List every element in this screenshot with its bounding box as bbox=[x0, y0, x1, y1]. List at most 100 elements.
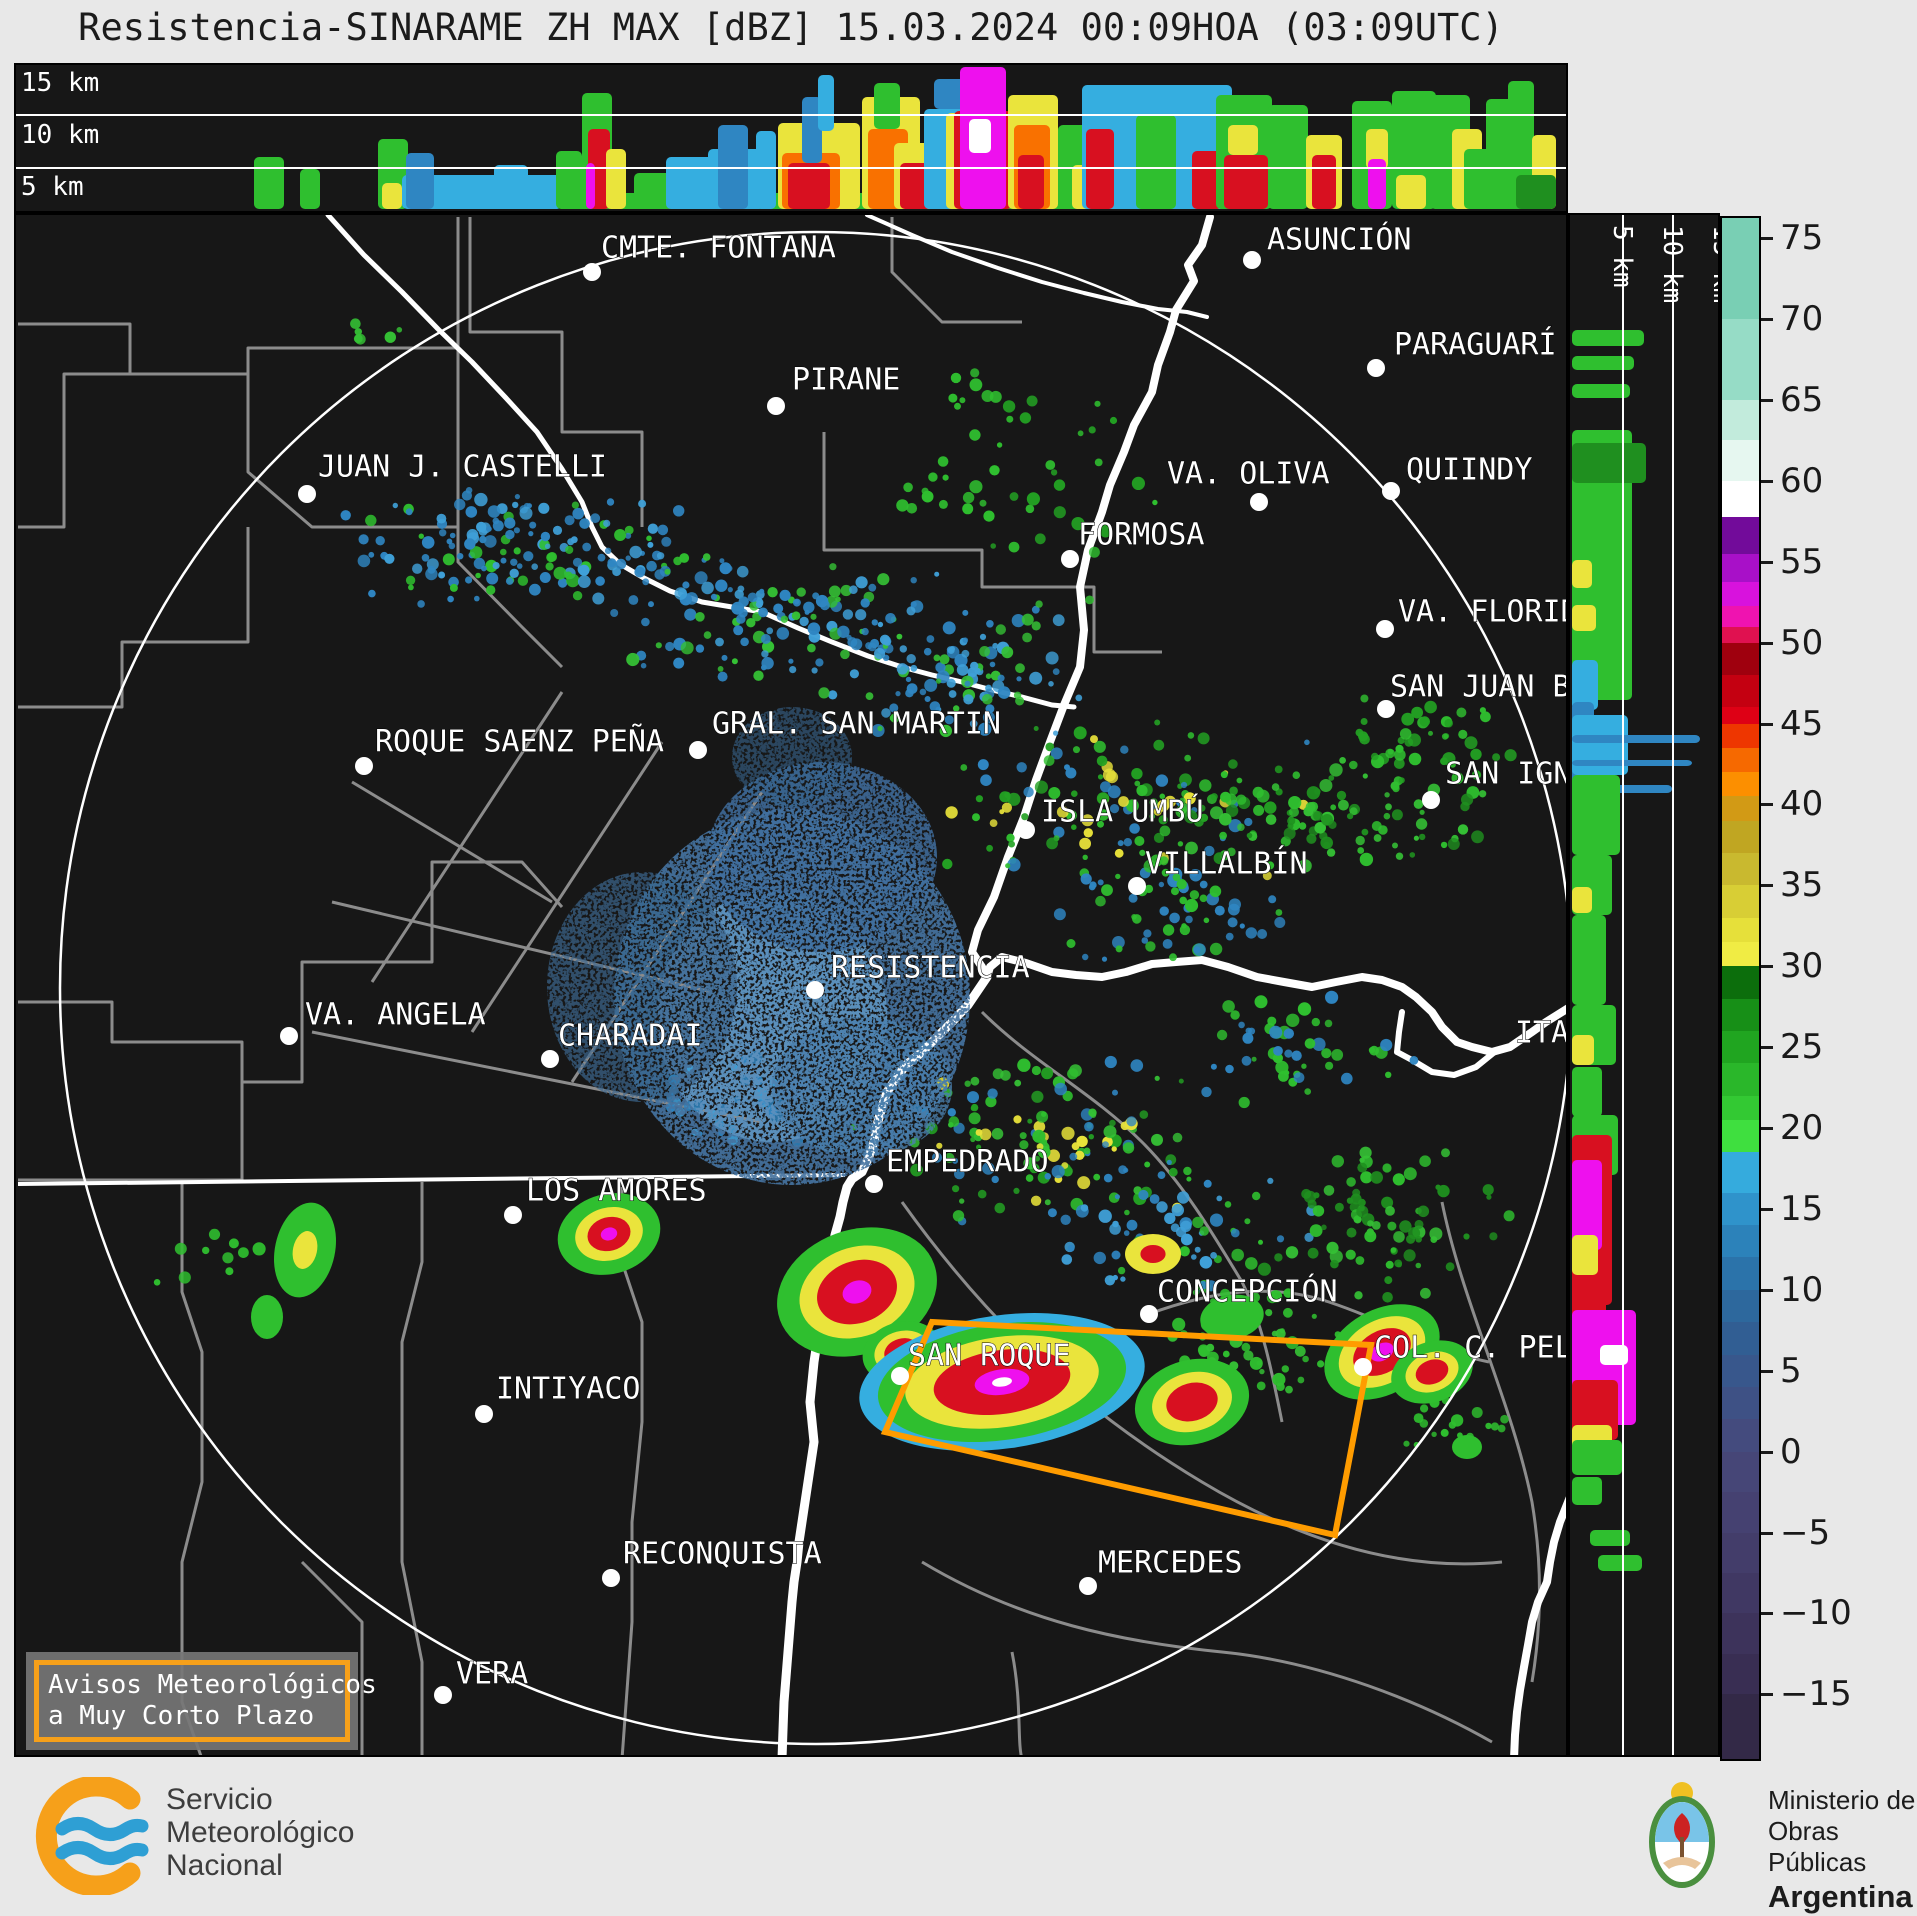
echo-dot bbox=[760, 634, 771, 644]
echo-dot bbox=[1331, 1049, 1344, 1061]
echo-dot bbox=[1019, 1132, 1027, 1140]
echo-dot bbox=[1242, 1032, 1254, 1044]
echo-dot bbox=[947, 647, 955, 654]
echo-dot bbox=[1304, 1038, 1316, 1049]
warning-link-box[interactable]: Avisos Meteorológicos a Muy Corto Plazo bbox=[26, 1652, 377, 1750]
echo-dot bbox=[1285, 1385, 1293, 1394]
echo-dot bbox=[1298, 822, 1307, 830]
colorbar-tick-label: 55 bbox=[1780, 541, 1824, 582]
echo-dot bbox=[985, 704, 995, 714]
echo-dot bbox=[944, 715, 954, 725]
echo-dot bbox=[1053, 908, 1066, 921]
echo-dot bbox=[1178, 1078, 1184, 1084]
echo-dot bbox=[365, 514, 377, 527]
echo-dot bbox=[1482, 1184, 1494, 1196]
echo-dot bbox=[1184, 754, 1192, 762]
echo-dot bbox=[1054, 1082, 1067, 1096]
echo-dot bbox=[1139, 849, 1146, 857]
echo-dot bbox=[956, 664, 969, 676]
echo-dot bbox=[1272, 1372, 1286, 1387]
colorbar-band bbox=[1722, 480, 1759, 518]
echo-dot bbox=[1243, 1350, 1254, 1361]
province-boundary-line bbox=[17, 1173, 846, 1186]
echo-dot bbox=[994, 1202, 1006, 1214]
storm-cell-layer bbox=[992, 1377, 1012, 1387]
echo-dot bbox=[767, 587, 778, 598]
echo-dot bbox=[855, 576, 868, 589]
echo-dot bbox=[954, 402, 961, 410]
smn-wave-2 bbox=[55, 1841, 149, 1865]
echo-dot bbox=[1492, 753, 1501, 762]
colorbar-tick bbox=[1761, 1612, 1773, 1616]
echo-dot bbox=[701, 581, 714, 595]
echo-dot bbox=[449, 532, 456, 539]
echo-dot bbox=[945, 806, 958, 819]
echo-dot bbox=[1161, 868, 1170, 877]
echo-dot bbox=[954, 1168, 965, 1180]
echo-dot bbox=[1395, 744, 1404, 754]
colorbar-band bbox=[1722, 998, 1759, 1032]
echo-dot bbox=[1104, 1055, 1117, 1069]
echo-dot bbox=[979, 1128, 992, 1141]
echo-dot bbox=[648, 601, 654, 608]
echo-dot bbox=[991, 1128, 1004, 1140]
echo-dot bbox=[812, 592, 820, 600]
colorbar-tick-label: 45 bbox=[1780, 703, 1824, 744]
echo-dot bbox=[1470, 748, 1482, 760]
echo-dot bbox=[1266, 1292, 1278, 1304]
echo-dot bbox=[727, 587, 733, 593]
profile-echo-bar bbox=[874, 83, 900, 129]
echo-dot bbox=[629, 545, 642, 559]
rio-alto-parana bbox=[983, 953, 1574, 1056]
echo-dot bbox=[1445, 1262, 1455, 1272]
echo-dot bbox=[1241, 1055, 1252, 1066]
echo-dot bbox=[791, 611, 801, 620]
city-label: RESISTENCIA bbox=[831, 951, 1030, 986]
echo-dot bbox=[1414, 1219, 1424, 1229]
colorbar-band bbox=[1722, 675, 1759, 708]
smn-logo-icon bbox=[35, 1777, 149, 1895]
echo-dot bbox=[938, 499, 948, 509]
echo-dot bbox=[746, 618, 756, 628]
echo-dot bbox=[1109, 416, 1118, 425]
colorbar-band bbox=[1722, 1257, 1759, 1291]
echo-dot bbox=[721, 654, 728, 661]
echo-dot bbox=[1398, 777, 1405, 784]
echo-dot bbox=[933, 654, 941, 662]
echo-dot-cluster bbox=[803, 595, 1094, 738]
echo-dot bbox=[1044, 1173, 1052, 1180]
city-dot bbox=[1377, 700, 1395, 718]
echo-dot bbox=[1441, 1148, 1450, 1158]
echo-dot bbox=[1273, 1046, 1283, 1056]
admin-boundary bbox=[18, 217, 460, 376]
storm-cell-layer bbox=[1166, 1382, 1218, 1422]
echo-dot bbox=[1249, 1356, 1263, 1370]
echo-dot bbox=[1112, 1220, 1119, 1228]
city-label: QUIINDY bbox=[1406, 453, 1532, 488]
echo-dot bbox=[1486, 1194, 1492, 1200]
echo-dot bbox=[865, 642, 873, 650]
echo-dot bbox=[860, 598, 870, 608]
echo-dot bbox=[1373, 834, 1382, 842]
echo-dot bbox=[1157, 1171, 1166, 1179]
echo-dot bbox=[1045, 460, 1056, 470]
echo-dot-cluster bbox=[1403, 1396, 1509, 1448]
echo-dot bbox=[1117, 1266, 1126, 1275]
echo-dot bbox=[474, 492, 488, 507]
echo-dot bbox=[942, 621, 956, 635]
echo-dot-cluster bbox=[1201, 990, 1419, 1109]
echo-dot bbox=[1112, 1274, 1119, 1281]
echo-dot bbox=[1437, 1184, 1450, 1198]
storm-cell bbox=[274, 1202, 336, 1298]
echo-dot bbox=[1120, 745, 1129, 754]
echo-dot bbox=[1284, 1049, 1293, 1058]
echo-dot bbox=[1274, 917, 1286, 928]
echo-dot bbox=[1134, 836, 1145, 846]
echo-dot bbox=[509, 568, 519, 578]
echo-dot bbox=[877, 621, 884, 628]
echo-dot bbox=[1047, 1149, 1060, 1162]
profile-echo-bar bbox=[1572, 384, 1630, 398]
colorbar-band bbox=[1722, 1613, 1759, 1655]
echo-dot bbox=[1395, 852, 1404, 860]
echo-dot bbox=[952, 1185, 960, 1193]
